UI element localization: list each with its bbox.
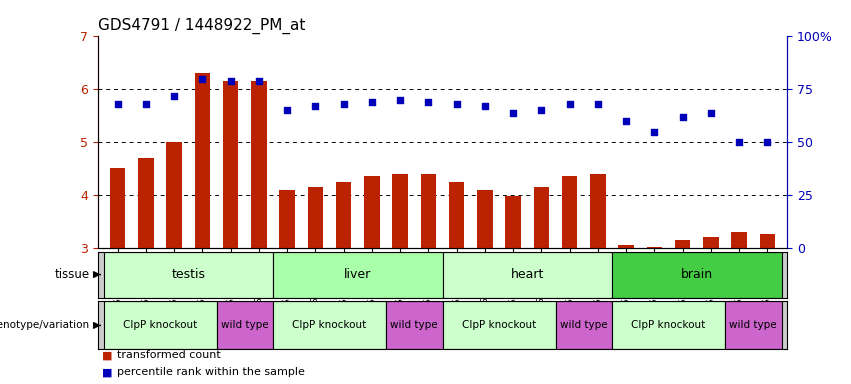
Bar bbox=[392, 174, 408, 248]
Bar bbox=[675, 240, 690, 248]
Bar bbox=[534, 187, 549, 248]
Bar bbox=[477, 190, 493, 248]
Point bbox=[252, 78, 266, 84]
Bar bbox=[251, 81, 266, 248]
Point bbox=[450, 101, 464, 107]
Bar bbox=[703, 237, 718, 248]
Text: ClpP knockout: ClpP knockout bbox=[631, 320, 705, 331]
Bar bbox=[590, 174, 606, 248]
Bar bbox=[386, 301, 443, 349]
Bar bbox=[364, 176, 380, 248]
Bar bbox=[556, 301, 612, 349]
Bar bbox=[619, 245, 634, 248]
Text: transformed count: transformed count bbox=[117, 350, 220, 360]
Bar bbox=[273, 301, 386, 349]
Bar bbox=[104, 252, 273, 298]
Text: heart: heart bbox=[511, 268, 544, 281]
Point bbox=[563, 101, 576, 107]
Bar bbox=[279, 190, 295, 248]
Bar bbox=[104, 301, 216, 349]
Bar bbox=[138, 158, 154, 248]
Point bbox=[365, 99, 379, 105]
Bar bbox=[167, 142, 182, 248]
Bar bbox=[273, 252, 443, 298]
Bar bbox=[731, 232, 747, 248]
Bar bbox=[307, 187, 323, 248]
Point bbox=[337, 101, 351, 107]
Point bbox=[393, 97, 407, 103]
Point bbox=[704, 109, 717, 116]
Point bbox=[421, 99, 435, 105]
Bar bbox=[448, 182, 465, 248]
Text: wild type: wild type bbox=[391, 320, 438, 331]
Point bbox=[168, 93, 181, 99]
Point bbox=[733, 139, 746, 145]
Bar bbox=[110, 169, 125, 248]
Point bbox=[761, 139, 774, 145]
Point bbox=[620, 118, 633, 124]
Text: wild type: wild type bbox=[560, 320, 608, 331]
Text: brain: brain bbox=[681, 268, 713, 281]
Text: GDS4791 / 1448922_PM_at: GDS4791 / 1448922_PM_at bbox=[98, 18, 306, 34]
Text: wild type: wild type bbox=[729, 320, 777, 331]
Point bbox=[280, 108, 294, 114]
Point bbox=[676, 114, 689, 120]
Point bbox=[224, 78, 237, 84]
Text: liver: liver bbox=[344, 268, 371, 281]
Bar bbox=[725, 301, 781, 349]
Bar bbox=[195, 73, 210, 248]
Text: ClpP knockout: ClpP knockout bbox=[293, 320, 367, 331]
Bar bbox=[612, 252, 781, 298]
Bar bbox=[216, 301, 273, 349]
Point bbox=[648, 128, 661, 135]
Point bbox=[139, 101, 152, 107]
Bar bbox=[223, 81, 238, 248]
Text: testis: testis bbox=[171, 268, 205, 281]
Bar bbox=[562, 176, 578, 248]
Text: tissue: tissue bbox=[54, 268, 89, 281]
Bar bbox=[336, 182, 351, 248]
Point bbox=[309, 103, 323, 109]
Text: ■: ■ bbox=[102, 367, 112, 377]
Point bbox=[506, 109, 520, 116]
Text: ClpP knockout: ClpP knockout bbox=[462, 320, 536, 331]
Bar bbox=[505, 196, 521, 248]
Text: ClpP knockout: ClpP knockout bbox=[123, 320, 197, 331]
Bar bbox=[443, 301, 556, 349]
Text: ■: ■ bbox=[102, 350, 112, 360]
Bar bbox=[612, 301, 725, 349]
Bar bbox=[760, 235, 775, 248]
Point bbox=[111, 101, 124, 107]
Text: genotype/variation: genotype/variation bbox=[0, 320, 89, 331]
Point bbox=[196, 76, 209, 82]
Point bbox=[478, 103, 492, 109]
Text: wild type: wild type bbox=[221, 320, 269, 331]
Bar bbox=[443, 252, 612, 298]
Bar bbox=[647, 247, 662, 248]
Point bbox=[534, 108, 548, 114]
Text: percentile rank within the sample: percentile rank within the sample bbox=[117, 367, 305, 377]
Bar bbox=[420, 174, 437, 248]
Point bbox=[591, 101, 605, 107]
